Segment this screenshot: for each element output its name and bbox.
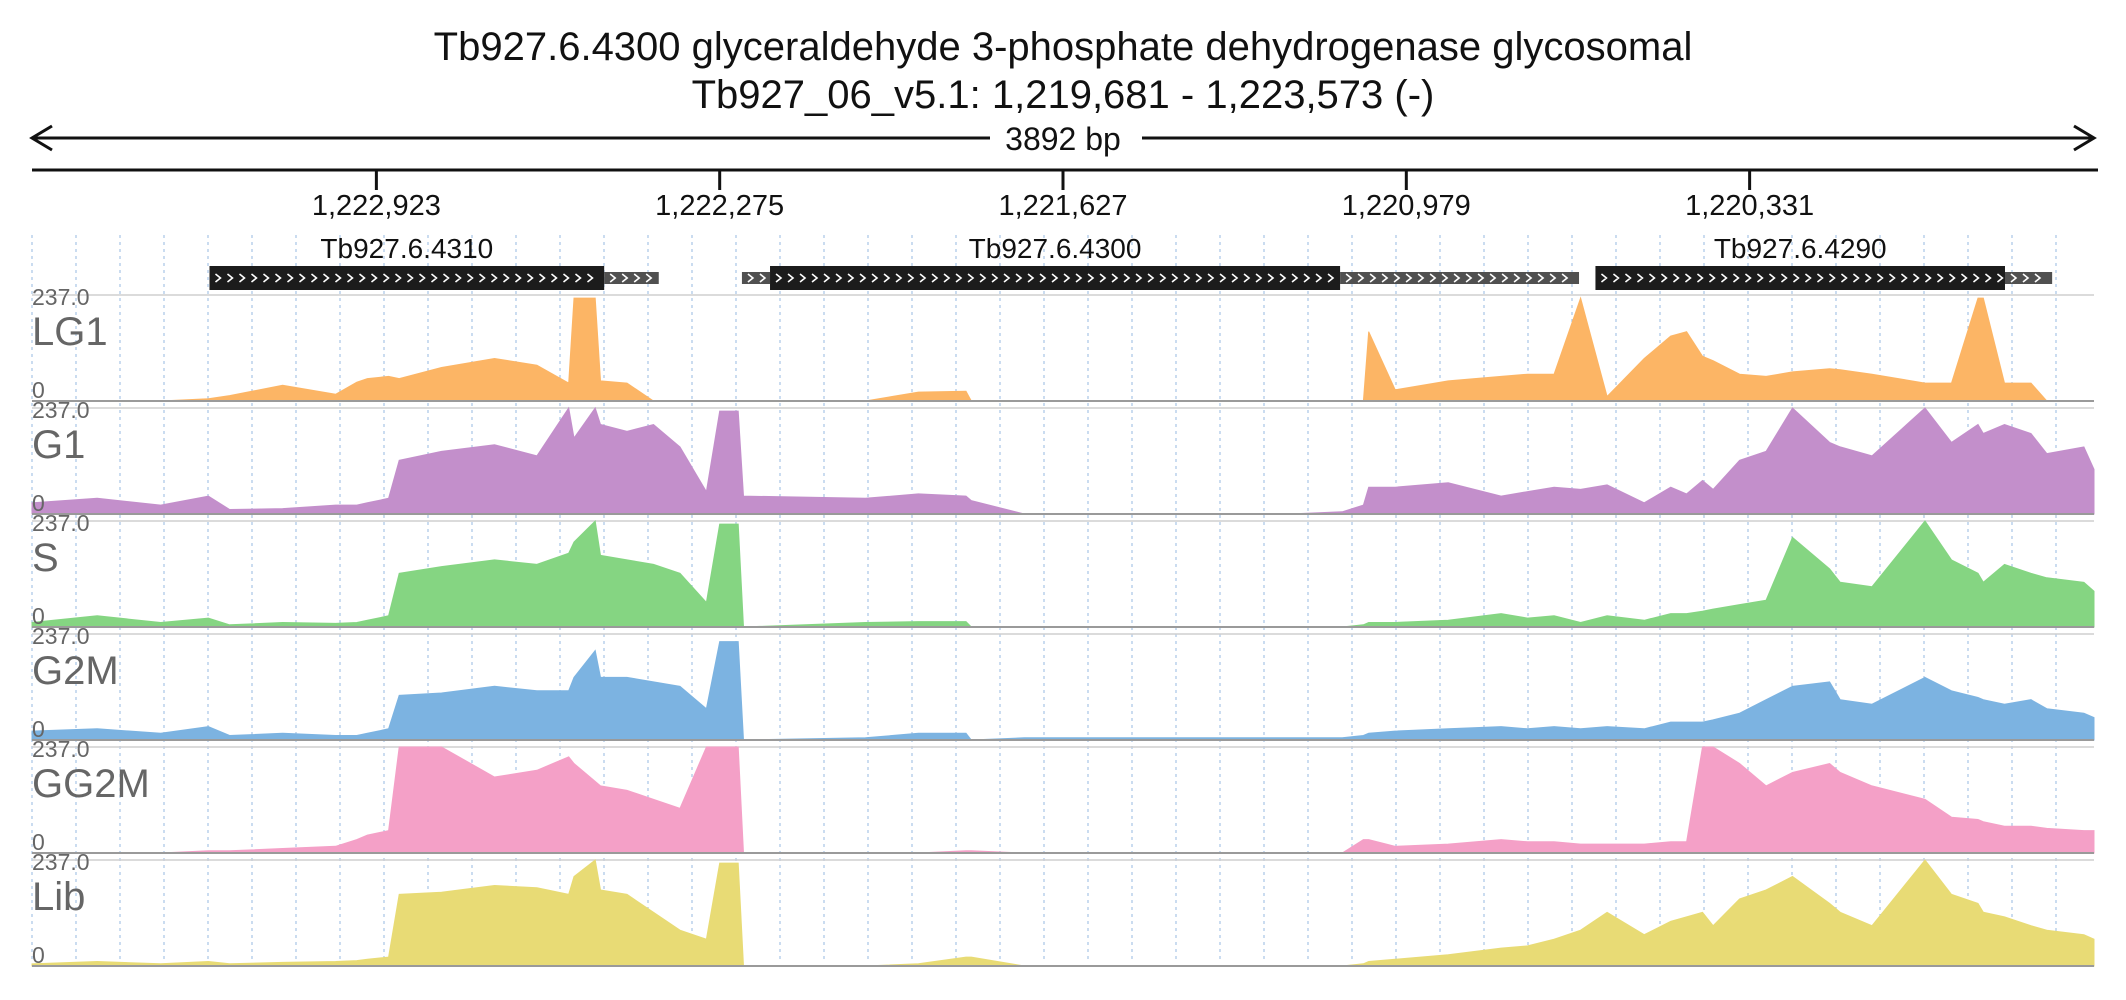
span-arrow: 3892 bp	[29, 121, 2097, 157]
gene-model[interactable]: Tb927.6.4300	[741, 233, 1580, 290]
track-name: G1	[32, 423, 85, 467]
gene-label: Tb927.6.4310	[320, 233, 493, 264]
track-min-label: 0	[32, 942, 45, 968]
track-name: Lib	[32, 875, 85, 919]
coverage-track-lg1: 237.0 0 LG1	[32, 284, 2094, 403]
gene-label: Tb927.6.4290	[1714, 233, 1887, 264]
span-label: 3892 bp	[1005, 121, 1121, 157]
coverage-area	[31, 406, 2095, 515]
track-max-label: 237.0	[32, 510, 90, 536]
tick-label: 1,221,627	[998, 190, 1127, 222]
coverage-area	[32, 296, 2094, 402]
track-min-label: 0	[32, 716, 45, 742]
coverage-track-gg2m: 237.0 0 GG2M	[32, 736, 2095, 855]
track-name: G2M	[32, 649, 119, 693]
track-min-label: 0	[32, 829, 45, 855]
tick-label: 1,220,979	[1342, 190, 1471, 222]
coverage-track-lib: 237.0 0 Lib	[31, 849, 2095, 968]
strand-chevrons	[609, 273, 653, 283]
track-max-label: 237.0	[32, 849, 90, 875]
coverage-area	[31, 641, 2095, 741]
track-min-label: 0	[32, 490, 45, 516]
coverage-tracks: 237.00LG1237.00G1237.00S237.00G2M237.00G…	[31, 284, 2095, 968]
gene-utr	[604, 272, 659, 284]
coverage-track-s: 237.0 0 S	[31, 510, 2095, 629]
track-max-label: 237.0	[32, 623, 90, 649]
track-name: GG2M	[32, 762, 150, 806]
gene-model[interactable]: Tb927.6.4310	[209, 233, 659, 290]
scale-ticks: 1,222,923 1,222,275 1,221,627 1,220,979 1,22…	[312, 170, 1814, 222]
strand-chevrons	[1345, 273, 1569, 283]
gene-cds	[209, 266, 605, 290]
tick-label: 1,222,923	[312, 190, 441, 222]
coverage-area	[31, 859, 2095, 967]
strand-chevrons	[747, 273, 767, 283]
track-name: S	[32, 536, 59, 580]
track-name: LG1	[32, 310, 108, 354]
coverage-area	[32, 746, 2095, 854]
gene-cds	[770, 266, 1341, 290]
coverage-track-g2m: 237.0 0 G2M	[31, 623, 2095, 742]
coverage-area	[31, 519, 2095, 628]
strand-chevrons	[214, 273, 594, 283]
strand-chevrons	[1600, 273, 2004, 283]
chart-title: Tb927.6.4300 glyceraldehyde 3-phosphate …	[434, 25, 1693, 69]
strand-chevrons	[2010, 273, 2042, 283]
gene-track: Tb927.6.4310 Tb927.6.4300 Tb927.6.4290	[209, 233, 2053, 290]
track-max-label: 237.0	[32, 284, 90, 310]
tick-label: 1,222,275	[655, 190, 784, 222]
gene-label: Tb927.6.4300	[969, 233, 1142, 264]
coverage-track-g1: 237.0 0 G1	[31, 397, 2095, 516]
tick-label: 1,220,331	[1685, 190, 1814, 222]
track-max-label: 237.0	[32, 736, 90, 762]
track-min-label: 0	[32, 377, 45, 403]
gene-model[interactable]: Tb927.6.4290	[1595, 233, 2053, 290]
strand-chevrons	[775, 273, 1335, 283]
gene-cds	[1595, 266, 2005, 290]
track-min-label: 0	[32, 603, 45, 629]
track-max-label: 237.0	[32, 397, 90, 423]
chart-subtitle: Tb927_06_v5.1: 1,219,681 - 1,223,573 (-)	[692, 73, 1435, 117]
